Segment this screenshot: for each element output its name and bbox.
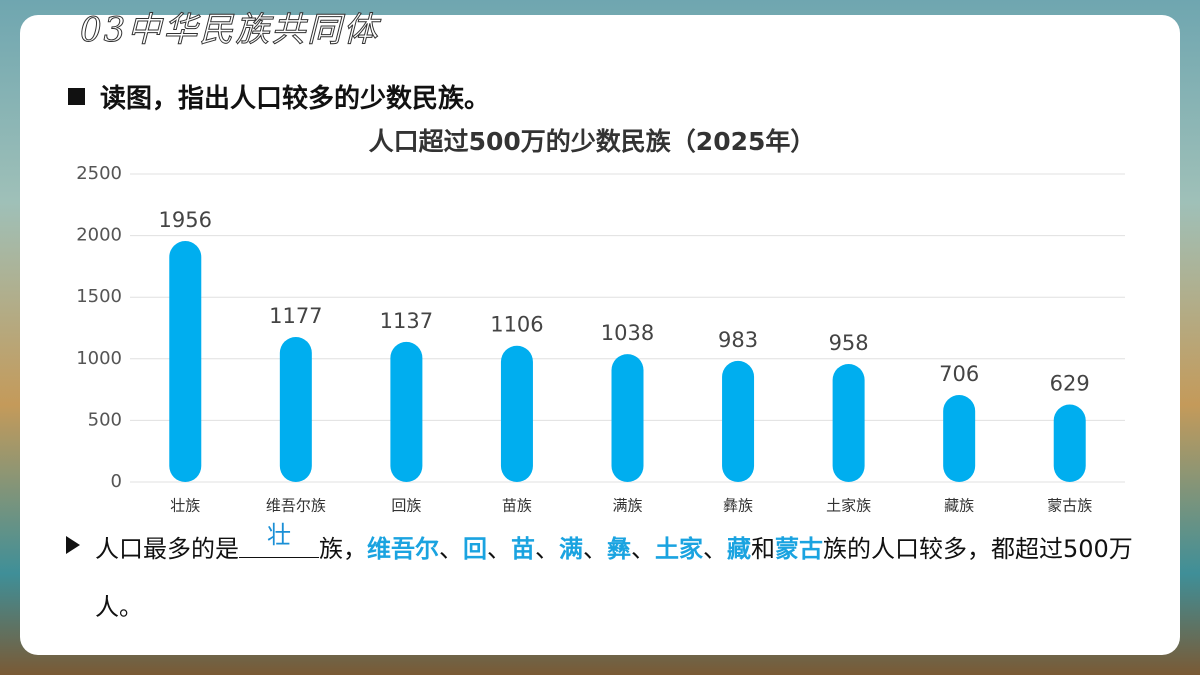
x-tick-label: 满族	[612, 497, 642, 515]
value-label: 629	[1050, 372, 1090, 396]
y-tick-label: 2500	[76, 163, 122, 184]
group-name: 土家	[655, 535, 703, 563]
header-title: 03中华民族共同体	[79, 10, 380, 51]
group-name: 回	[463, 535, 487, 563]
bar	[390, 341, 423, 482]
value-label: 706	[939, 362, 979, 386]
group-name: 彝	[607, 535, 631, 563]
group-name: 满	[559, 535, 583, 563]
bar	[611, 354, 644, 482]
value-label: 1956	[159, 208, 212, 232]
summary-text: 族，	[319, 535, 367, 563]
y-tick-label: 2000	[76, 225, 122, 246]
bullet	[68, 88, 85, 105]
separator: 和	[751, 535, 775, 563]
value-label: 1106	[490, 313, 543, 337]
x-tick-label: 土家族	[826, 497, 871, 515]
x-tick-label: 蒙古族	[1047, 497, 1092, 515]
question: 读图，指出人口较多的少数民族。	[100, 84, 491, 114]
bar	[500, 345, 533, 482]
x-tick-label: 壮族	[170, 497, 200, 515]
value-label: 1177	[269, 304, 322, 328]
summary-text: 人口最多的是	[95, 535, 239, 563]
separator: 、	[631, 535, 655, 563]
bar	[722, 360, 755, 482]
y-tick-label: 1500	[76, 286, 122, 307]
group-name: 苗	[511, 535, 535, 563]
group-name: 藏	[727, 535, 751, 563]
value-label: 958	[829, 331, 869, 355]
separator: 、	[535, 535, 559, 563]
y-tick-label: 0	[111, 471, 122, 492]
separator: 、	[583, 535, 607, 563]
chart-title: 人口超过500万的少数民族（2025年）	[369, 127, 816, 156]
y-tick-label: 1000	[76, 348, 122, 369]
summary: 人口最多的是壮族，维吾尔、回、苗、满、彝、土家、藏和蒙古族的人口较多，都超过50…	[95, 520, 1155, 636]
value-label: 1038	[601, 321, 654, 345]
y-tick-label: 500	[88, 409, 122, 430]
group-name: 蒙古	[775, 535, 823, 563]
separator: 、	[439, 535, 463, 563]
card	[20, 15, 1180, 655]
separator: 、	[703, 535, 727, 563]
bar	[1053, 404, 1086, 482]
bar	[169, 241, 202, 482]
answer-blank: 壮	[239, 521, 319, 558]
x-tick-label: 藏族	[944, 497, 974, 515]
group-name: 维吾尔	[367, 535, 439, 563]
value-label: 1137	[380, 309, 433, 333]
bar	[943, 395, 976, 482]
bar	[279, 336, 312, 482]
summary-text: 族的人口较多，都超过500万人。	[95, 535, 1133, 621]
x-tick-label: 彝族	[723, 497, 753, 515]
value-label: 983	[718, 328, 758, 352]
bar	[832, 363, 865, 482]
x-tick-label: 苗族	[502, 497, 532, 515]
arrow-bullet	[66, 536, 80, 554]
x-tick-label: 维吾尔族	[266, 497, 326, 515]
answer: 壮	[267, 521, 291, 549]
x-tick-label: 回族	[391, 497, 421, 515]
separator: 、	[487, 535, 511, 563]
